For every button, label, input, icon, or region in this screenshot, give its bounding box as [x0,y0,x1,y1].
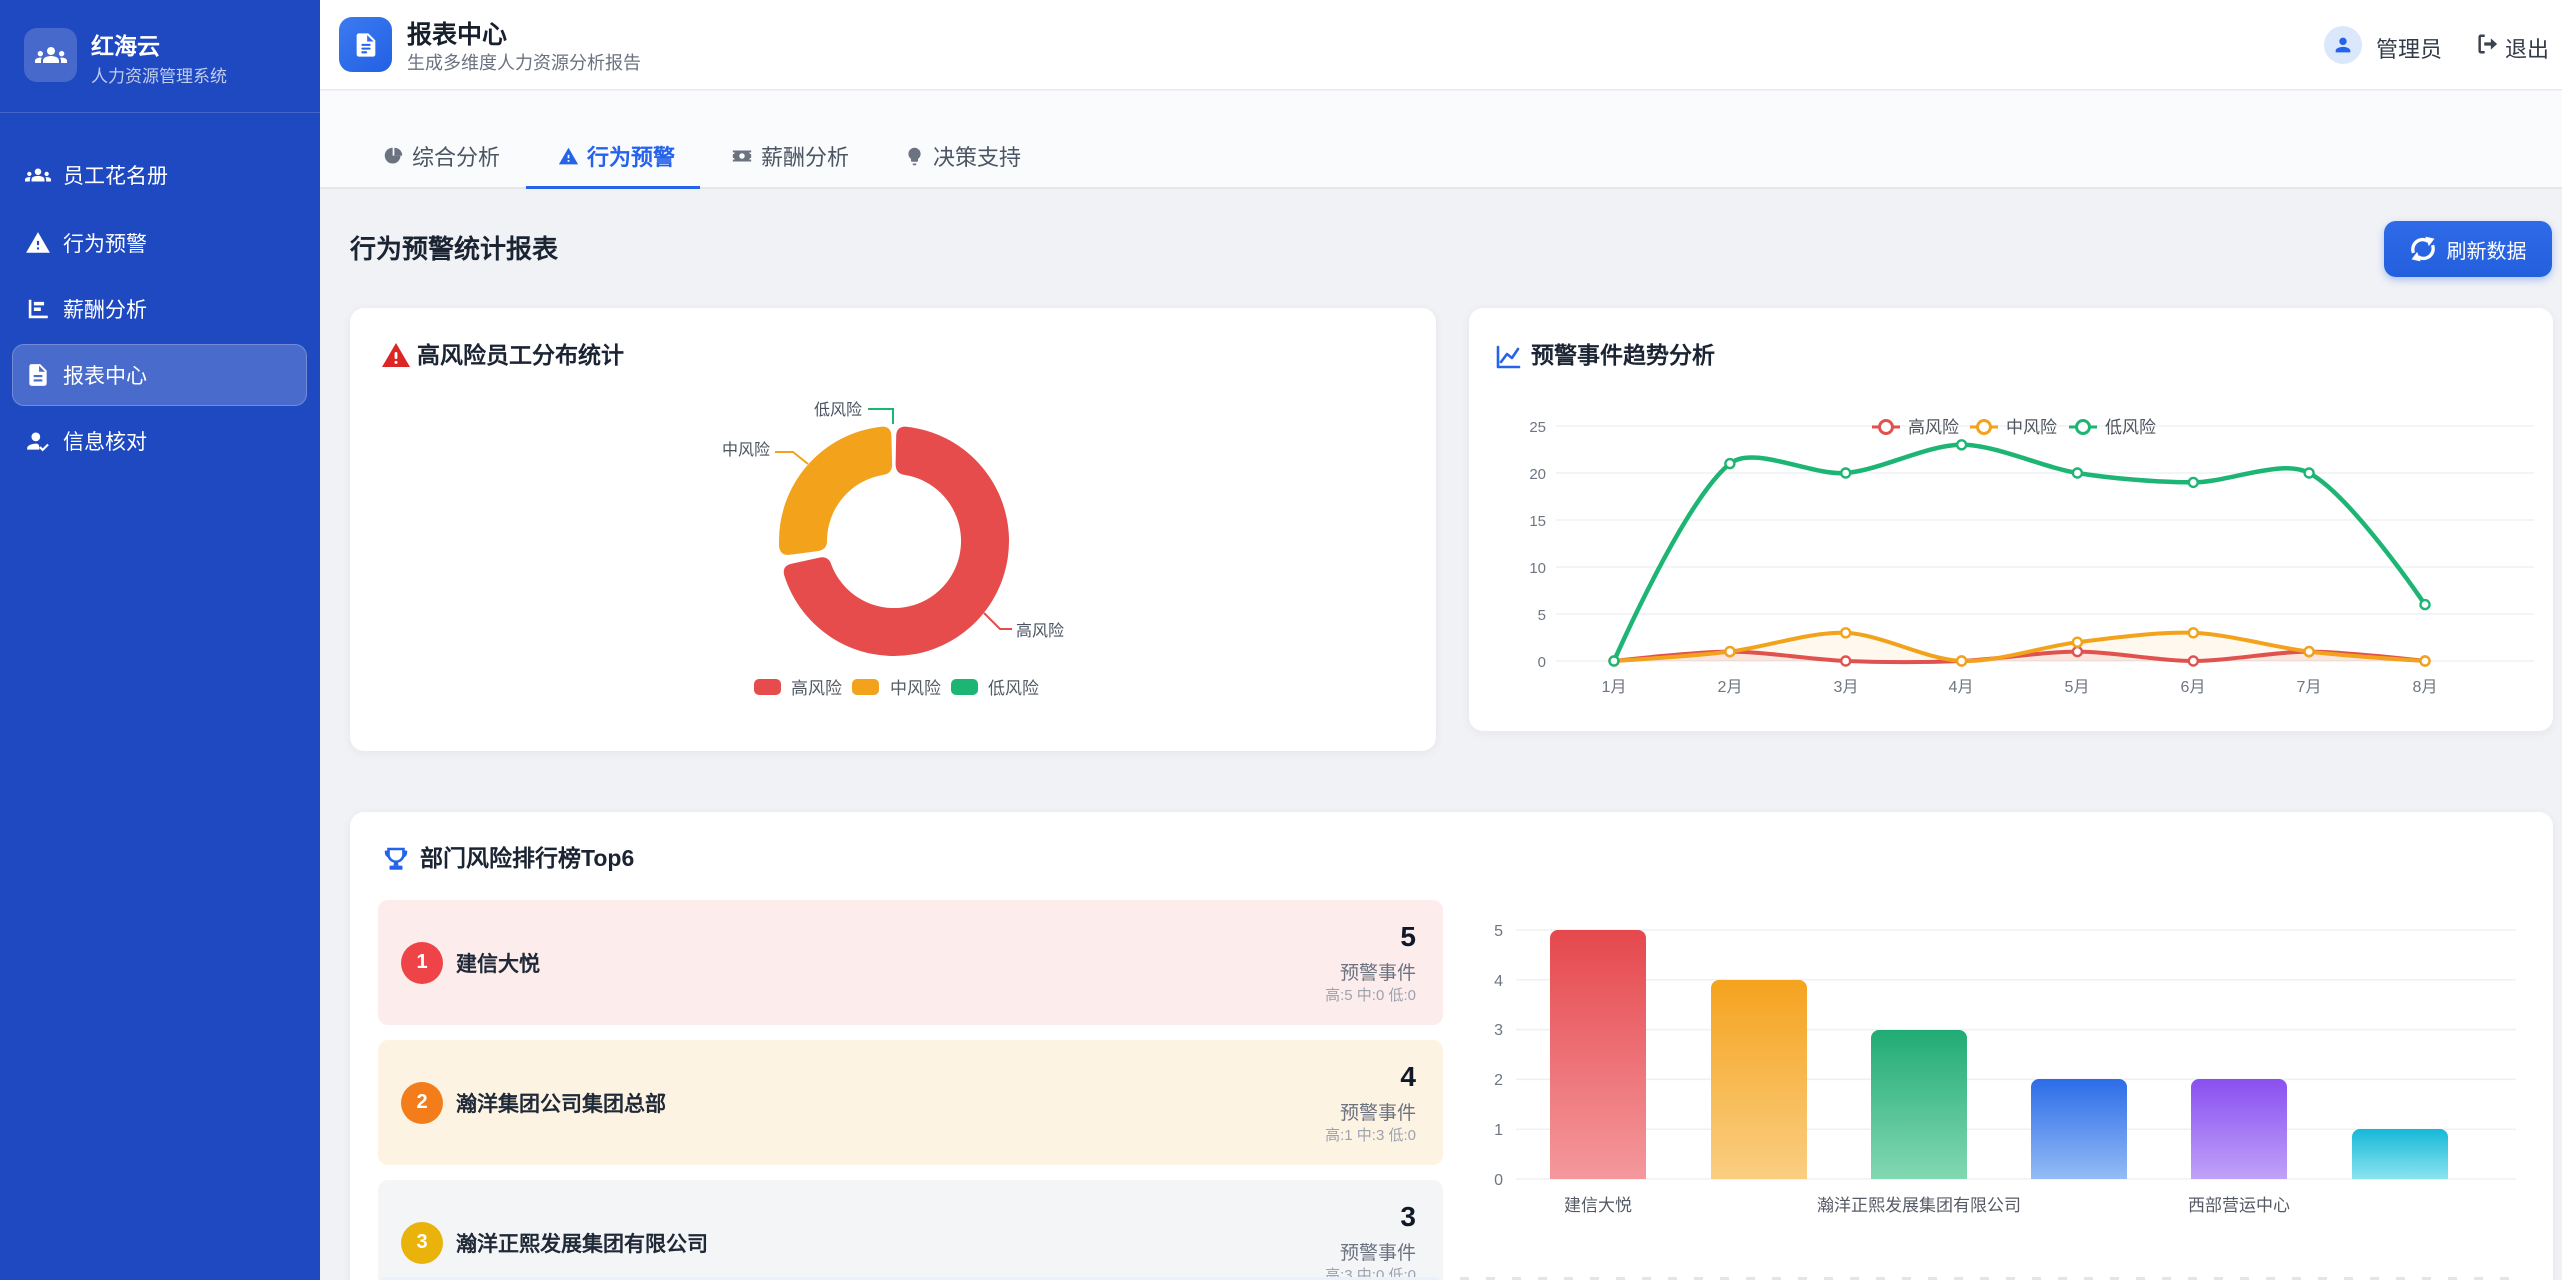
svg-text:10: 10 [1529,560,1546,577]
svg-text:2: 2 [1494,1072,1503,1089]
svg-text:5: 5 [1538,607,1546,624]
svg-text:中风险: 中风险 [2006,418,2057,437]
svg-text:中风险: 中风险 [722,441,770,459]
svg-text:5月: 5月 [2065,679,2090,696]
svg-text:3: 3 [1494,1022,1503,1039]
svg-text:1月: 1月 [1602,679,1627,696]
svg-text:高风险: 高风险 [1908,418,1959,437]
svg-text:15: 15 [1529,513,1546,530]
svg-text:1: 1 [1494,1122,1503,1139]
svg-text:0: 0 [1494,1172,1503,1189]
svg-text:7月: 7月 [2297,679,2322,696]
svg-text:2月: 2月 [1718,679,1743,696]
svg-text:4: 4 [1494,973,1503,990]
svg-text:预警事件趋势分析: 预警事件趋势分析 [1531,342,1715,368]
svg-text:0: 0 [1538,654,1546,671]
svg-text:瀚洋正熙发展集团有限公司: 瀚洋正熙发展集团有限公司 [1817,1196,2021,1215]
svg-text:高风险: 高风险 [791,679,842,698]
svg-text:25: 25 [1529,419,1546,436]
svg-text:中风险: 中风险 [890,679,941,698]
svg-text:6月: 6月 [2181,679,2206,696]
svg-text:部门风险排行榜Top6: 部门风险排行榜Top6 [420,845,634,871]
svg-text:建信大悦: 建信大悦 [1564,1196,1632,1215]
svg-text:低风险: 低风险 [814,401,862,419]
svg-text:高风险员工分布统计: 高风险员工分布统计 [417,342,624,368]
svg-text:西部营运中心: 西部营运中心 [2188,1196,2290,1215]
svg-text:3月: 3月 [1834,679,1859,696]
svg-text:高风险: 高风险 [1016,622,1064,640]
svg-text:低风险: 低风险 [988,679,1039,698]
svg-text:5: 5 [1494,923,1503,940]
svg-text:8月: 8月 [2413,679,2438,696]
svg-text:4月: 4月 [1949,679,1974,696]
svg-text:低风险: 低风险 [2105,418,2156,437]
svg-text:20: 20 [1529,466,1546,483]
